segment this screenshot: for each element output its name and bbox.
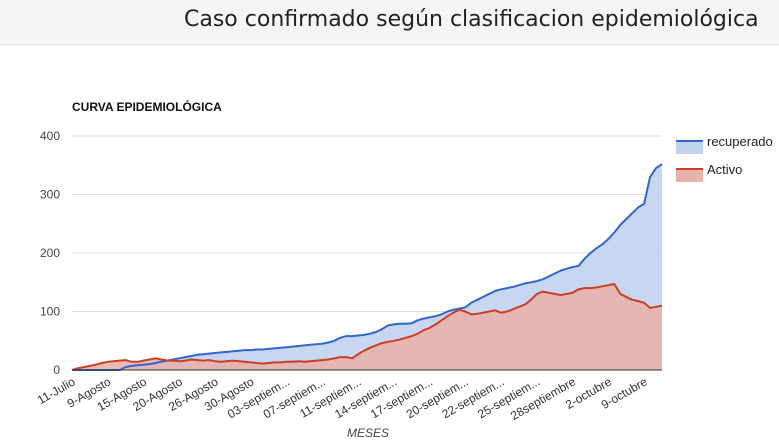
line-activo (71, 283, 663, 371)
x-axis-title: MESES (347, 426, 389, 440)
y-tick-label: 400 (40, 129, 60, 143)
legend-label-activo[interactable]: Activo (707, 162, 742, 177)
area-activo (72, 284, 662, 370)
chart-title: CURVA EPIDEMIOLÓGICA (72, 99, 222, 114)
y-tick-label: 300 (40, 188, 60, 202)
epidemic-curve-chart: CURVA EPIDEMIOLÓGICA 0 100 200 300 400 11-Ju… (35, 99, 773, 440)
legend-swatch-recuperado (676, 140, 703, 154)
series-lines (71, 163, 663, 371)
series-areas (72, 164, 662, 370)
y-tick-label: 200 (40, 246, 60, 260)
x-axis-ticks: 11-Julio9-Agosto15-Agosto20-Agosto26-Ago… (35, 374, 650, 423)
y-axis-ticks: 0 100 200 300 400 (40, 129, 60, 377)
page-title: Caso confirmado según clasificacion epid… (184, 7, 759, 32)
y-tick-label: 0 (53, 363, 60, 377)
page-header: Caso confirmado según clasificacion epid… (0, 0, 779, 45)
chart-legend[interactable]: recuperado Activo (676, 134, 773, 182)
legend-label-recuperado[interactable]: recuperado (707, 134, 773, 149)
legend-swatch-activo (676, 168, 703, 182)
y-tick-label: 100 (40, 305, 60, 319)
